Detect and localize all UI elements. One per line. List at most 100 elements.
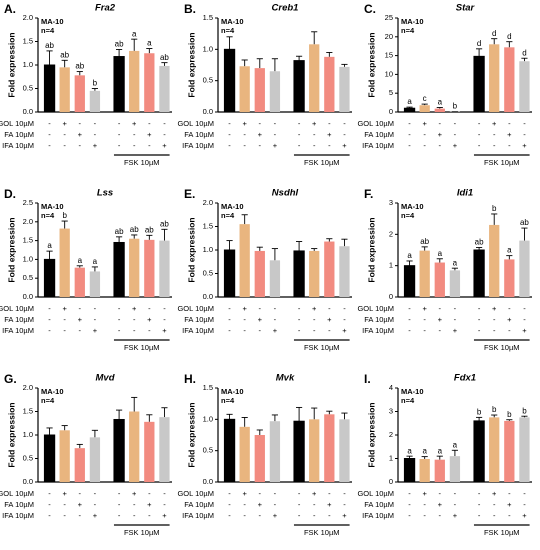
bar bbox=[239, 426, 250, 482]
treatment-sign: - bbox=[259, 489, 262, 498]
treatment-sign: - bbox=[313, 511, 316, 520]
treatment-sign: - bbox=[148, 326, 151, 335]
treatment-sign: - bbox=[408, 489, 411, 498]
y-tick-label: 20 bbox=[385, 32, 393, 41]
treatment-sign: - bbox=[259, 304, 262, 313]
y-tick-label: 1.0 bbox=[203, 245, 213, 254]
treatment-sign: - bbox=[298, 315, 301, 324]
treatment-sign: + bbox=[93, 511, 98, 520]
panel: B. Creb1 Fold expression MA-10n=4 0.0 0.5 1.0 1… bbox=[177, 2, 352, 167]
y-axis-label: Fold expression bbox=[6, 217, 16, 282]
treatment-sign: - bbox=[118, 489, 121, 498]
treatment-label: IFA 10µM bbox=[362, 511, 394, 520]
bar bbox=[339, 246, 350, 297]
significance-letter: a bbox=[47, 241, 52, 250]
bar bbox=[74, 75, 85, 112]
bar bbox=[403, 265, 416, 298]
treatment-sign: - bbox=[313, 326, 316, 335]
bar bbox=[473, 55, 485, 113]
significance-letter: ab bbox=[130, 225, 139, 234]
treatment-sign: - bbox=[94, 304, 97, 313]
treatment-sign: + bbox=[453, 141, 458, 150]
treatment-sign: + bbox=[78, 130, 83, 139]
bar bbox=[519, 240, 530, 297]
panel: E. Nsdhl Fold expression MA-10n=4 0.0 0.5 1.0 1… bbox=[177, 187, 352, 352]
treatment-sign: + bbox=[522, 326, 527, 335]
y-axis-label: Fold expression bbox=[366, 217, 376, 282]
treatment-sign: - bbox=[523, 119, 526, 128]
group-label: FSK 10µM bbox=[484, 343, 520, 352]
panel-title: Fra2 bbox=[95, 3, 116, 14]
treatment-sign: + bbox=[162, 511, 167, 520]
bar bbox=[489, 417, 500, 482]
treatment-sign: + bbox=[492, 119, 497, 128]
y-tick-label: 1.0 bbox=[23, 254, 33, 263]
bar bbox=[129, 238, 140, 297]
bar bbox=[144, 53, 155, 112]
treatment-label: IFA 10µM bbox=[362, 326, 394, 335]
y-tick-label: 1.5 bbox=[203, 221, 213, 230]
treatment-sign: - bbox=[94, 315, 97, 324]
treatment-sign: - bbox=[343, 304, 346, 313]
bar bbox=[239, 224, 250, 297]
bar bbox=[293, 420, 305, 483]
treatment-sign: - bbox=[493, 326, 496, 335]
treatment-sign: - bbox=[94, 119, 97, 128]
treatment-sign: - bbox=[328, 304, 331, 313]
treatment-sign: - bbox=[79, 511, 82, 520]
group-label: FSK 10µM bbox=[484, 528, 520, 537]
treatment-sign: + bbox=[147, 500, 152, 509]
treatment-sign: - bbox=[243, 315, 246, 324]
treatment-label: GOL 10µM bbox=[357, 304, 394, 313]
treatment-sign: - bbox=[408, 119, 411, 128]
significance-letter: b bbox=[453, 102, 458, 111]
treatment-sign: - bbox=[408, 141, 411, 150]
treatment-label: GOL 10µM bbox=[177, 304, 214, 313]
y-tick-label: 0.0 bbox=[23, 107, 33, 116]
bar bbox=[43, 258, 56, 298]
treatment-sign: + bbox=[132, 304, 137, 313]
significance-letter: a bbox=[78, 256, 83, 265]
treatment-sign: - bbox=[478, 304, 481, 313]
significance-letter: a bbox=[507, 246, 512, 255]
treatment-sign: - bbox=[48, 304, 51, 313]
bar bbox=[489, 44, 500, 112]
y-tick-label: 0.0 bbox=[23, 292, 33, 301]
bar bbox=[449, 270, 461, 297]
treatment-sign: - bbox=[118, 511, 121, 520]
note: n=4 bbox=[401, 26, 415, 35]
significance-letter: a bbox=[453, 258, 458, 267]
significance-letter: b bbox=[62, 211, 67, 220]
treatment-sign: - bbox=[313, 315, 316, 324]
significance-letter: b bbox=[492, 204, 497, 213]
treatment-label: FA 10µM bbox=[364, 130, 394, 139]
treatment-sign: + bbox=[258, 130, 263, 139]
bar bbox=[293, 250, 305, 298]
treatment-sign: - bbox=[118, 119, 121, 128]
bar bbox=[419, 458, 430, 482]
panel-label: C. bbox=[364, 2, 376, 16]
bar bbox=[239, 66, 250, 112]
treatment-label: GOL 10µM bbox=[177, 119, 214, 128]
treatment-sign: + bbox=[162, 326, 167, 335]
treatment-label: IFA 10µM bbox=[2, 511, 34, 520]
y-tick-label: 3 bbox=[389, 198, 393, 207]
y-tick-label: 0.0 bbox=[203, 292, 213, 301]
treatment-label: FA 10µM bbox=[364, 315, 394, 324]
treatment-sign: + bbox=[422, 119, 427, 128]
treatment-sign: - bbox=[163, 130, 166, 139]
panel-title: Mvd bbox=[96, 373, 115, 384]
treatment-sign: - bbox=[493, 511, 496, 520]
treatment-sign: - bbox=[63, 511, 66, 520]
treatment-sign: - bbox=[163, 119, 166, 128]
note: n=4 bbox=[41, 211, 55, 220]
y-tick-label: 2.5 bbox=[23, 198, 33, 207]
y-axis-label: Fold expression bbox=[186, 32, 196, 97]
y-tick-label: 1.0 bbox=[203, 414, 213, 423]
bar bbox=[223, 249, 236, 298]
group-label: FSK 10µM bbox=[124, 343, 160, 352]
panel-title: Creb1 bbox=[272, 3, 299, 14]
y-tick-label: 0.5 bbox=[203, 76, 213, 85]
bar bbox=[254, 250, 265, 297]
treatment-sign: - bbox=[343, 489, 346, 498]
